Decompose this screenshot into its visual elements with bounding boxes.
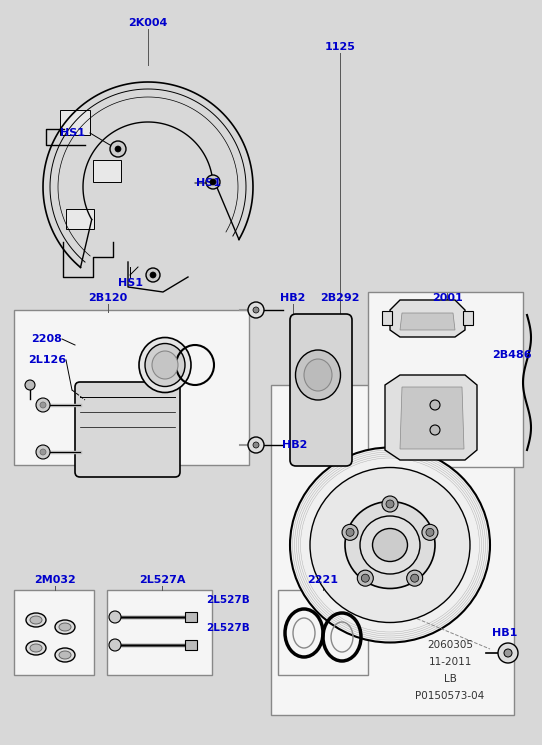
Circle shape: [115, 146, 121, 152]
Bar: [278, 590, 368, 675]
Text: HS1: HS1: [118, 278, 143, 288]
Ellipse shape: [59, 651, 71, 659]
Ellipse shape: [295, 350, 340, 400]
Circle shape: [253, 307, 259, 313]
Bar: [271, 385, 514, 715]
Ellipse shape: [372, 528, 408, 562]
Text: 2L527B: 2L527B: [206, 623, 250, 633]
Text: 2L527A: 2L527A: [139, 575, 185, 585]
Circle shape: [109, 639, 121, 651]
Circle shape: [36, 445, 50, 459]
Circle shape: [411, 574, 418, 582]
Ellipse shape: [304, 359, 332, 391]
Ellipse shape: [345, 501, 435, 589]
Ellipse shape: [55, 620, 75, 634]
Circle shape: [109, 611, 121, 623]
Circle shape: [253, 442, 259, 448]
Text: P0150573-04: P0150573-04: [415, 691, 485, 701]
Ellipse shape: [145, 343, 185, 387]
Text: 1125: 1125: [325, 42, 356, 52]
Ellipse shape: [26, 613, 46, 627]
Circle shape: [248, 437, 264, 453]
Bar: [463, 311, 473, 325]
Circle shape: [406, 570, 423, 586]
Circle shape: [40, 402, 46, 408]
Bar: [107, 590, 212, 675]
Bar: [14, 310, 249, 465]
Circle shape: [504, 649, 512, 657]
Text: HS1: HS1: [196, 178, 221, 188]
Text: 2208: 2208: [31, 334, 62, 344]
Text: 2221: 2221: [307, 575, 339, 585]
Bar: [185, 612, 197, 622]
Ellipse shape: [139, 337, 191, 393]
Circle shape: [426, 528, 434, 536]
Polygon shape: [400, 387, 464, 449]
Ellipse shape: [290, 448, 490, 642]
Bar: [185, 640, 197, 650]
Circle shape: [342, 524, 358, 540]
Circle shape: [357, 570, 373, 586]
Circle shape: [36, 398, 50, 412]
Circle shape: [40, 449, 46, 455]
Text: 11-2011: 11-2011: [428, 657, 472, 667]
Circle shape: [206, 175, 220, 189]
Text: LB: LB: [443, 674, 456, 684]
FancyBboxPatch shape: [75, 382, 180, 477]
Text: HS1: HS1: [60, 128, 85, 138]
Ellipse shape: [30, 616, 42, 624]
Bar: [14, 590, 94, 675]
Bar: [93, 160, 121, 182]
Text: 2B120: 2B120: [88, 293, 127, 303]
Ellipse shape: [310, 468, 470, 623]
Circle shape: [382, 496, 398, 512]
Bar: [60, 110, 90, 135]
Ellipse shape: [55, 648, 75, 662]
Circle shape: [430, 425, 440, 435]
Text: 2M032: 2M032: [34, 575, 76, 585]
Ellipse shape: [360, 516, 420, 574]
Text: 2B486: 2B486: [492, 350, 532, 360]
Text: 2L126: 2L126: [28, 355, 66, 365]
Polygon shape: [400, 313, 455, 330]
Polygon shape: [390, 300, 465, 337]
Text: 2L527B: 2L527B: [206, 595, 250, 605]
Text: 2001: 2001: [431, 293, 462, 303]
Text: 2B292: 2B292: [320, 293, 360, 303]
Circle shape: [430, 400, 440, 410]
Circle shape: [150, 272, 156, 278]
Circle shape: [146, 268, 160, 282]
Ellipse shape: [59, 623, 71, 631]
FancyBboxPatch shape: [290, 314, 352, 466]
Circle shape: [210, 179, 216, 185]
Circle shape: [110, 141, 126, 157]
Text: HB1: HB1: [492, 628, 518, 638]
Circle shape: [25, 380, 35, 390]
Text: 2060305: 2060305: [427, 640, 473, 650]
Text: HB2: HB2: [282, 440, 308, 450]
Circle shape: [422, 524, 438, 540]
Ellipse shape: [152, 351, 178, 379]
Circle shape: [498, 643, 518, 663]
Circle shape: [386, 500, 394, 508]
Bar: [368, 292, 523, 467]
Bar: [382, 311, 392, 325]
Ellipse shape: [26, 641, 46, 655]
Text: 2K004: 2K004: [128, 18, 167, 28]
Polygon shape: [385, 375, 477, 460]
Circle shape: [346, 528, 354, 536]
Text: HB2: HB2: [280, 293, 306, 303]
Circle shape: [362, 574, 369, 582]
Circle shape: [248, 302, 264, 318]
Bar: [66, 209, 94, 229]
Ellipse shape: [30, 644, 42, 652]
